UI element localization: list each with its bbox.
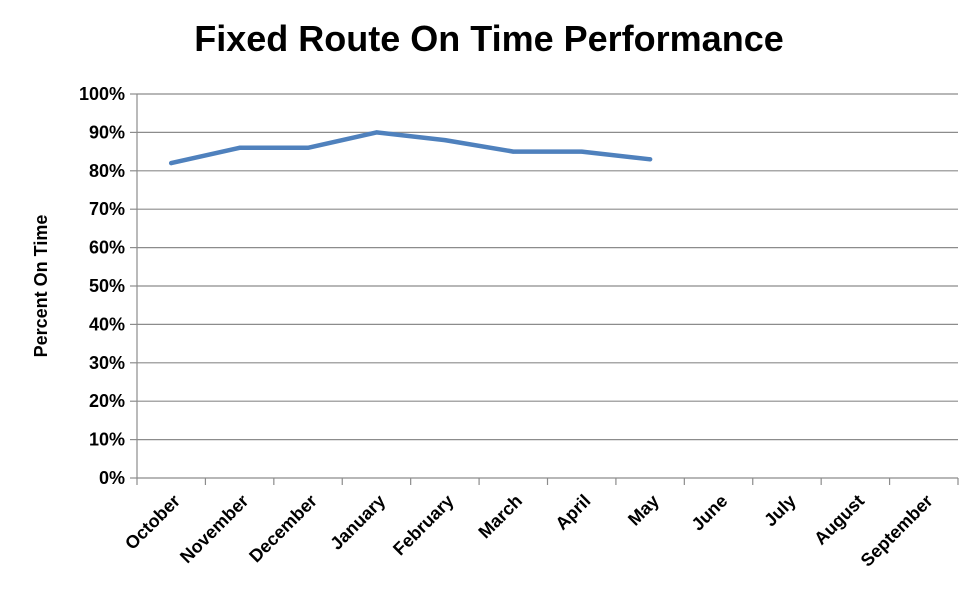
- x-tick-label: August: [810, 491, 868, 549]
- x-tick-label: November: [176, 491, 252, 567]
- y-tick-label: 90%: [89, 122, 125, 142]
- gridlines: [137, 93, 958, 441]
- x-tick-label: January: [326, 491, 389, 554]
- data-point: [169, 161, 174, 166]
- axes: [130, 93, 959, 485]
- series-layer: [168, 130, 653, 166]
- x-tick-label: February: [389, 491, 458, 560]
- data-point: [511, 149, 516, 154]
- y-tick-label: 70%: [89, 199, 125, 219]
- y-tick-labels: 0% 10% 20% 30% 40% 50% 60% 70% 80% 90% 100%: [79, 84, 125, 488]
- y-tick-label: 60%: [89, 238, 125, 258]
- y-tick-label: 20%: [89, 391, 125, 411]
- data-point: [237, 145, 242, 150]
- data-point: [648, 157, 653, 162]
- series-line: [168, 130, 653, 166]
- x-tick-label: May: [624, 491, 663, 530]
- x-tick-label: December: [245, 491, 321, 567]
- y-tick-label: 100%: [79, 84, 125, 104]
- data-point: [579, 149, 584, 154]
- y-tick-label: 0%: [99, 468, 125, 488]
- data-point: [442, 138, 447, 143]
- chart-title: Fixed Route On Time Performance: [194, 18, 783, 59]
- x-tick-label: September: [857, 491, 937, 571]
- x-tick-label: July: [760, 491, 800, 531]
- data-point: [374, 130, 379, 135]
- x-tick-label: October: [121, 491, 184, 554]
- x-tick-label: March: [474, 491, 526, 543]
- y-tick-label: 80%: [89, 161, 125, 181]
- y-tick-label: 30%: [89, 353, 125, 373]
- y-axis-label: Percent On Time: [31, 215, 51, 358]
- y-tick-label: 40%: [89, 314, 125, 334]
- y-tick-label: 50%: [89, 276, 125, 296]
- data-point: [306, 145, 311, 150]
- y-tick-label: 10%: [89, 430, 125, 450]
- x-tick-label: April: [551, 491, 594, 534]
- x-tick-label: June: [688, 491, 732, 535]
